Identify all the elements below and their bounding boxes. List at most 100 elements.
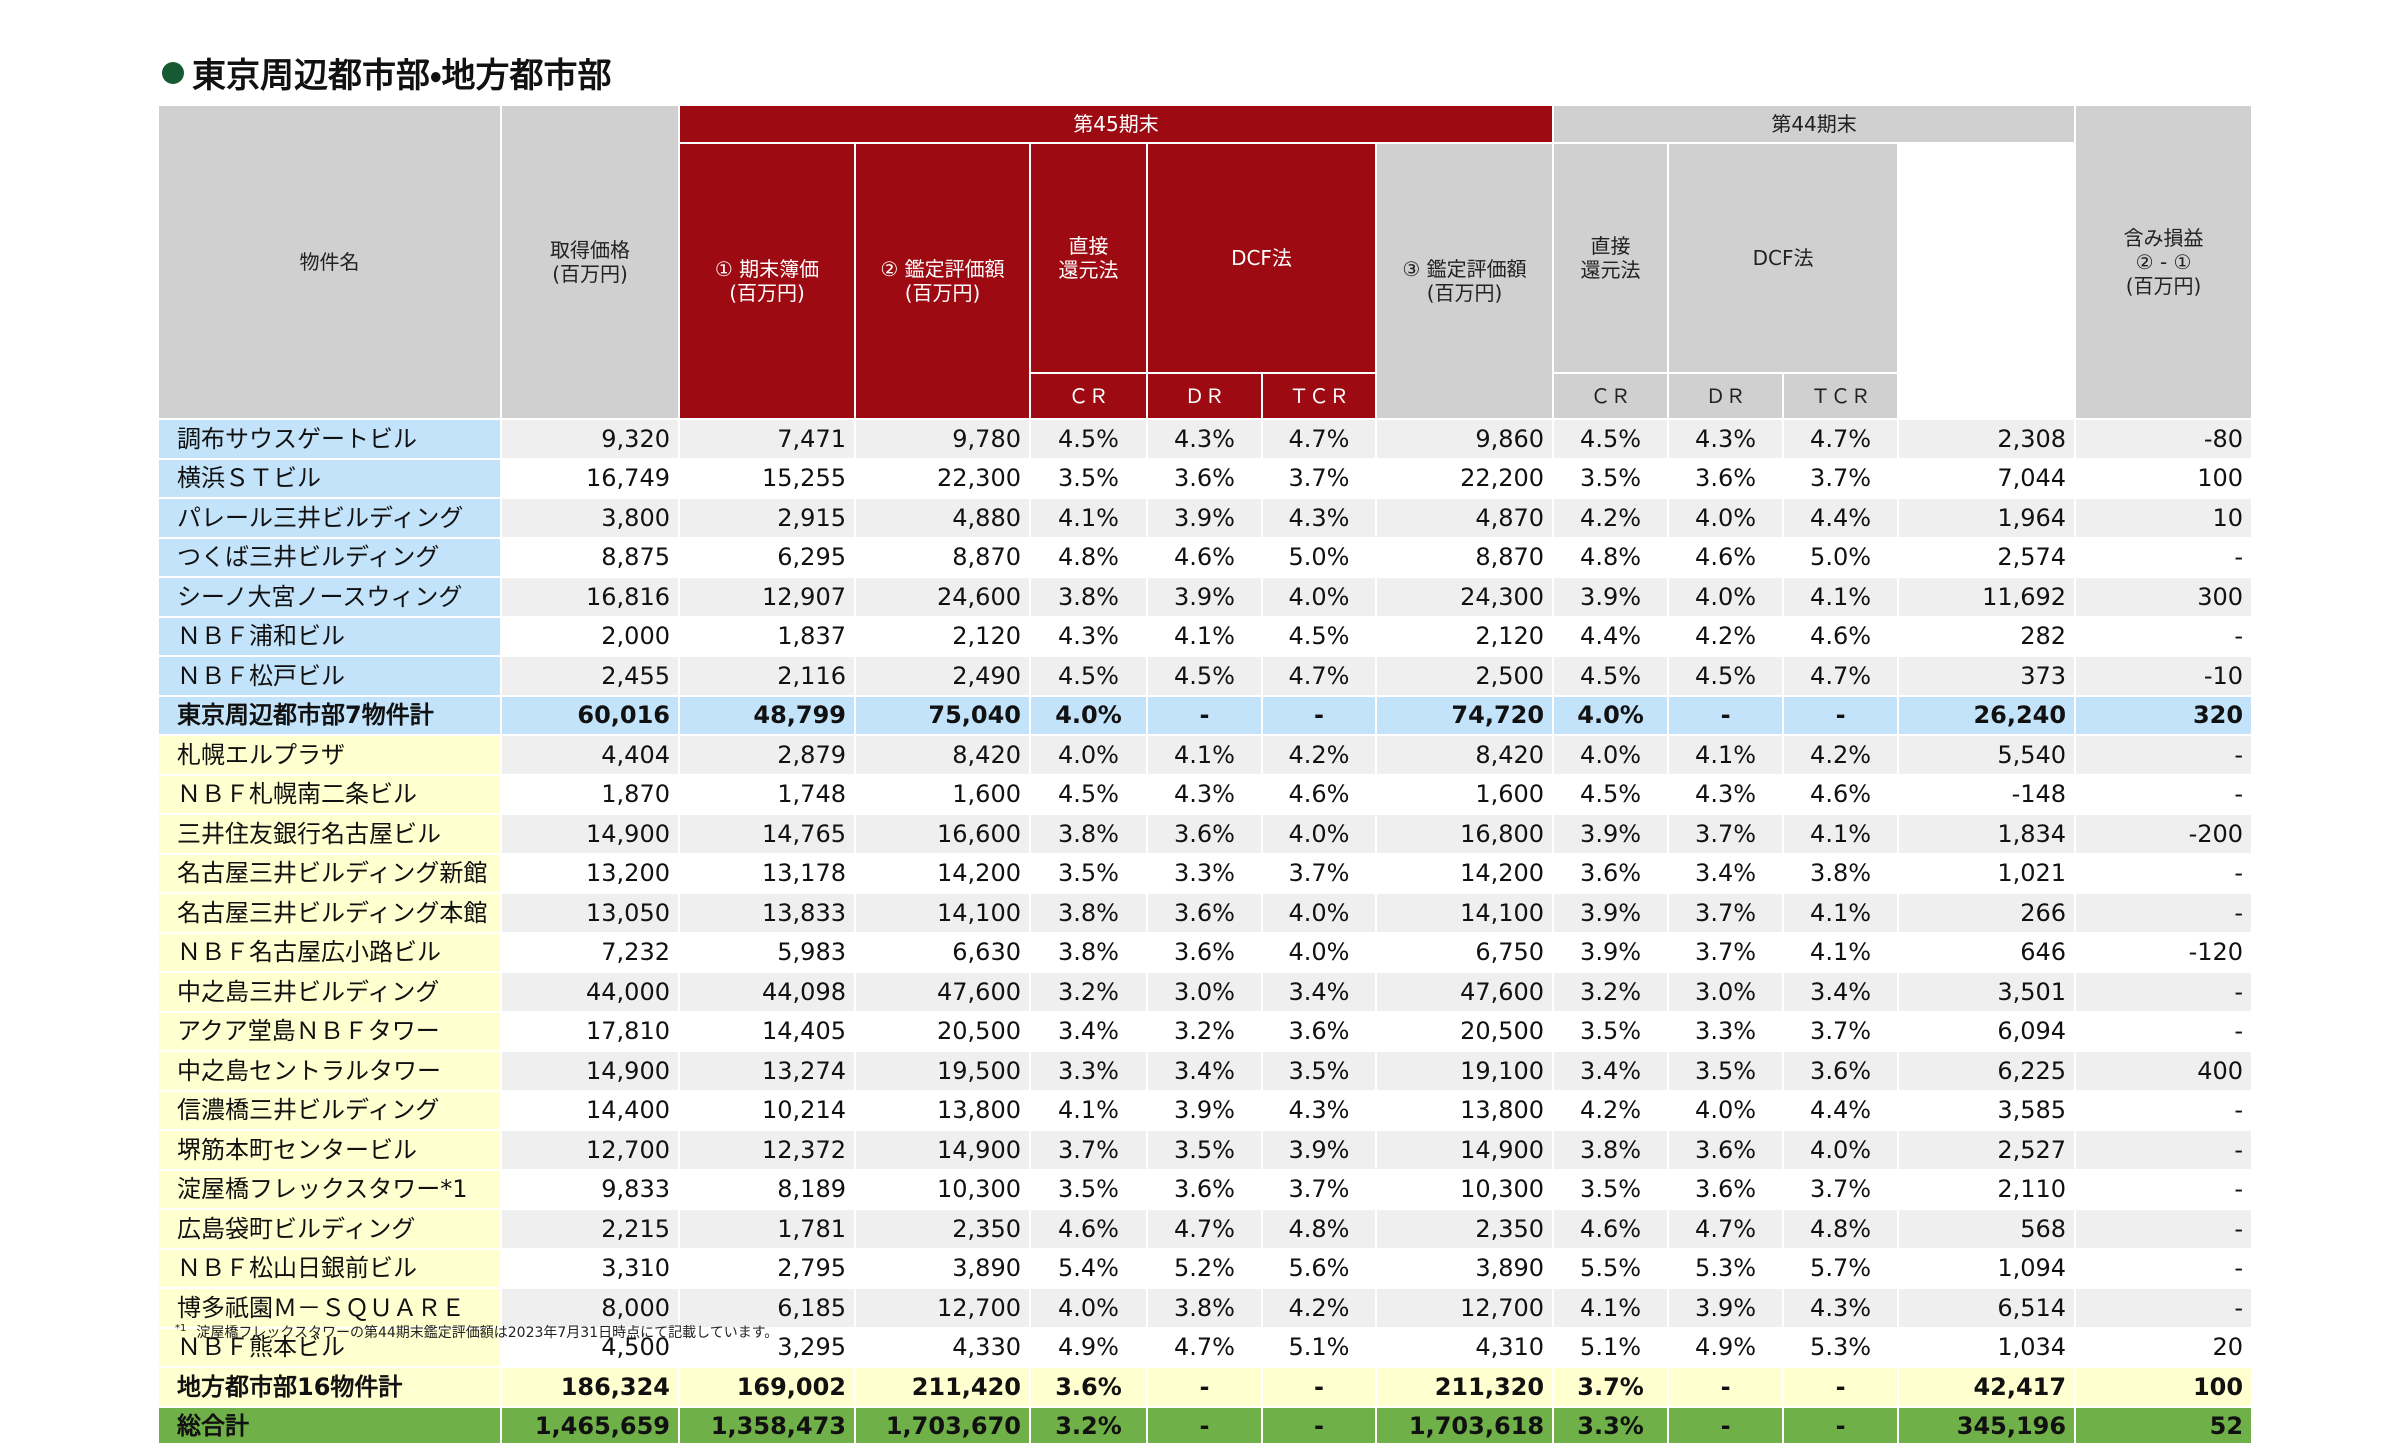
value-cell: 4.0% [1261, 813, 1377, 855]
value-cell: 4.6% [1261, 773, 1377, 815]
value-cell: 3.6% [1782, 1050, 1900, 1092]
header-cell: 第45期末 [677, 104, 1555, 144]
value-cell: 6,750 [1374, 931, 1555, 973]
value-cell: 3.9% [1552, 892, 1670, 934]
value-cell: 4.2% [1667, 615, 1785, 657]
value-cell: 9,320 [500, 418, 680, 460]
value-cell: 3.6% [1146, 931, 1263, 973]
value-cell: 1,465,659 [500, 1405, 680, 1443]
value-cell: 4.5% [1552, 655, 1670, 697]
value-cell: 3.5% [1552, 1010, 1670, 1052]
value-cell: 3.9% [1552, 813, 1670, 855]
data-row: 札幌エルプラザ 4,404 2,879 8,420 4.0% 4.1% 4.2% 8,420 4… [157, 734, 2254, 776]
value-cell: 20,500 [1374, 1010, 1555, 1052]
value-cell: 4.1% [1146, 734, 1263, 776]
data-row: 堺筋本町センタービル 12,700 12,372 14,900 3.7% 3.5% 3.9%… [157, 1129, 2254, 1171]
value-cell: 6,514 [1897, 1287, 2077, 1329]
property-name: パレール三井ビルディング [157, 497, 502, 539]
value-cell: 300 [2074, 576, 2254, 618]
value-cell: 1,600 [1374, 773, 1555, 815]
value-cell: 4.8% [1782, 1208, 1900, 1250]
header-cell: ② 鑑定評価額 (百万円) [854, 142, 1031, 420]
value-cell: 5.1% [1552, 1326, 1670, 1368]
subtotal-row: 東京周辺都市部7物件計 60,016 48,799 75,040 4.0% - -74,72… [157, 694, 2254, 736]
value-cell: 282 [1897, 615, 2077, 657]
value-cell: 13,800 [854, 1089, 1031, 1131]
table-body: 調布サウスゲートビル 9,320 7,471 9,780 4.5% 4.3% 4.7% 9,8… [157, 418, 2254, 1443]
subtotal-row: 地方都市部16物件計 186,324 169,002 211,420 3.6% - -211… [157, 1366, 2254, 1408]
value-cell: 4.1% [1782, 892, 1900, 934]
data-row: 名古屋三井ビルディング新館 13,200 13,178 14,200 3.5% 3.3% 3… [157, 852, 2254, 894]
value-cell: 19,100 [1374, 1050, 1555, 1092]
value-cell: - [1146, 694, 1263, 736]
value-cell: 3.7% [1029, 1129, 1148, 1171]
value-cell: 16,600 [854, 813, 1031, 855]
value-cell: 4.3% [1782, 1287, 1900, 1329]
value-cell: 1,094 [1897, 1247, 2077, 1289]
value-cell: 3.5% [1552, 457, 1670, 499]
data-row: ＮＢＦ熊本ビル 4,500 3,295 4,330 4.9% 4.7% 5.1% 4,310 5… [157, 1326, 2254, 1368]
value-cell: 4.4% [1782, 1089, 1900, 1131]
value-cell: 8,870 [854, 536, 1031, 578]
value-cell: 4.3% [1261, 1089, 1377, 1131]
value-cell: 3.6% [1667, 1168, 1785, 1210]
value-cell: 2,455 [500, 655, 680, 697]
value-cell: 14,200 [1374, 852, 1555, 894]
value-cell: 1,834 [1897, 813, 2077, 855]
property-name: アクア堂島ＮＢＦタワー [157, 1010, 502, 1052]
value-cell: 74,720 [1374, 694, 1555, 736]
property-name: 中之島三井ビルディング [157, 971, 502, 1013]
value-cell: 3.8% [1552, 1129, 1670, 1171]
value-cell: 100 [2074, 457, 2254, 499]
value-cell: 10,300 [1374, 1168, 1555, 1210]
property-name: 淀屋橋フレックスタワー*1 [157, 1168, 502, 1210]
property-name: ＮＢＦ熊本ビル [157, 1326, 502, 1368]
value-cell: 3.5% [1029, 852, 1148, 894]
value-cell: - [1261, 694, 1377, 736]
value-cell: 15,255 [678, 457, 856, 499]
header-cell: ＣＲ [1552, 372, 1670, 420]
value-cell: 60,016 [500, 694, 680, 736]
value-cell: 5,540 [1897, 734, 2077, 776]
data-row: ＮＢＦ名古屋広小路ビル 7,232 5,983 6,630 3.8% 3.6% 4.0% 6,… [157, 931, 2254, 973]
header-cell: ＤＲ [1667, 372, 1785, 420]
value-cell: 4.2% [1552, 497, 1670, 539]
header-cell: 直接 還元法 [1029, 142, 1148, 374]
value-cell: 4.1% [1782, 576, 1900, 618]
value-cell: 20,500 [854, 1010, 1031, 1052]
value-cell: 5.0% [1782, 536, 1900, 578]
value-cell: 4.9% [1029, 1326, 1148, 1368]
value-cell: - [1782, 694, 1900, 736]
value-cell: 11,692 [1897, 576, 2077, 618]
value-cell: - [2074, 1168, 2254, 1210]
value-cell: 1,703,618 [1374, 1405, 1555, 1443]
value-cell: 4.6% [1146, 536, 1263, 578]
value-cell: 3.5% [1667, 1050, 1785, 1092]
property-name: 三井住友銀行名古屋ビル [157, 813, 502, 855]
data-row: 中之島三井ビルディング 44,000 44,098 47,600 3.2% 3.0% 3.4… [157, 971, 2254, 1013]
data-row: 調布サウスゲートビル 9,320 7,471 9,780 4.5% 4.3% 4.7% 9,8… [157, 418, 2254, 460]
value-cell: 8,875 [500, 536, 680, 578]
title-block: 東京周辺都市部・地方都市部 [162, 48, 612, 97]
value-cell: 14,400 [500, 1089, 680, 1131]
value-cell: 2,000 [500, 615, 680, 657]
value-cell: 3.9% [1552, 931, 1670, 973]
header-cell: ＴＣＲ [1261, 372, 1377, 420]
value-cell: 6,295 [678, 536, 856, 578]
value-cell: 4.9% [1667, 1326, 1785, 1368]
value-cell: 568 [1897, 1208, 2077, 1250]
header-cell: 物件名 [157, 104, 502, 420]
header-cell: ＴＣＲ [1782, 372, 1900, 420]
property-name: 名古屋三井ビルディング新館 [157, 852, 502, 894]
value-cell: 1,870 [500, 773, 680, 815]
value-cell: 3.4% [1029, 1010, 1148, 1052]
property-name: ＮＢＦ松山日銀前ビル [157, 1247, 502, 1289]
value-cell: 2,215 [500, 1208, 680, 1250]
property-name: 博多祇園Ｍ－ＳＱＵＡＲＥ [157, 1287, 502, 1329]
value-cell: 2,574 [1897, 536, 2077, 578]
value-cell: 4.7% [1667, 1208, 1785, 1250]
value-cell: 4.3% [1146, 418, 1263, 460]
value-cell: 3.2% [1029, 971, 1148, 1013]
value-cell: 3.9% [1146, 497, 1263, 539]
